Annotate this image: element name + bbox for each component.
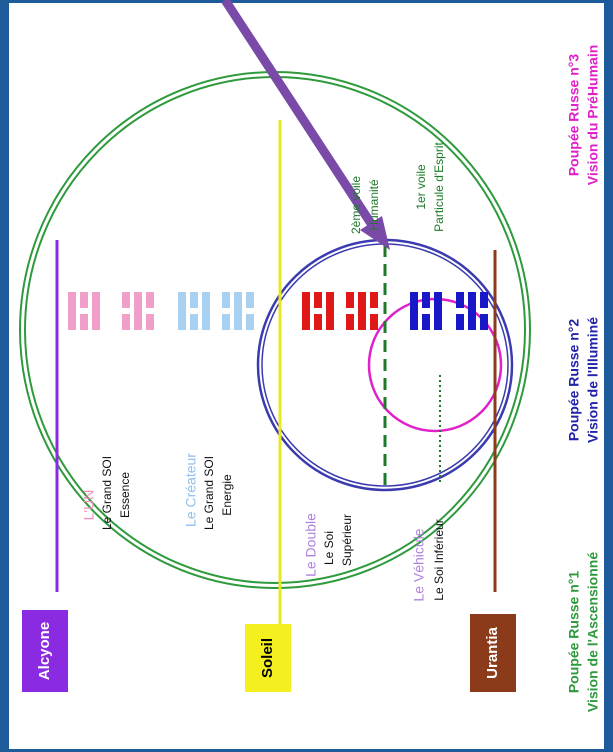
glyph-bar (222, 292, 230, 308)
level-line: Energie (220, 474, 234, 516)
doll-label: Poupée Russe n°2 (566, 319, 582, 442)
glyph-bar (122, 292, 130, 308)
glyph-bar (80, 292, 88, 308)
level-name: Le Créateur (183, 453, 199, 527)
glyph-bar (146, 314, 154, 330)
glyph-bar (480, 292, 488, 308)
glyph-bar (314, 292, 322, 308)
place-label: Alcyone (36, 622, 53, 680)
doll-label: Vision de l'Illuminé (585, 317, 601, 443)
place-label: Urantia (484, 627, 501, 679)
veil-label: 1er voile (414, 164, 428, 210)
glyph-bar (234, 292, 242, 330)
place-label: Soleil (259, 638, 276, 678)
glyph-bar (422, 292, 430, 308)
doll-label: Poupée Russe n°3 (566, 54, 582, 177)
soleil-box (245, 624, 291, 692)
glyph-bar (370, 292, 378, 308)
veil-label: Humanité (367, 179, 381, 231)
doll-label: Poupée Russe n°1 (566, 571, 582, 694)
level-name: Le Véhicule (411, 528, 427, 601)
veil-label: Particule d'Esprit (432, 142, 446, 232)
glyphs (68, 292, 488, 330)
level-line: Le Soi (322, 531, 336, 565)
glyph-bar (346, 314, 354, 330)
glyph-bar (456, 292, 464, 308)
glyph-bar (146, 292, 154, 308)
level-line: Le Grand SOI (202, 456, 216, 530)
glyph-bar (434, 292, 442, 330)
level-line: Le Soi Inférieur (432, 519, 446, 600)
glyph-bar (122, 314, 130, 330)
glyph-bar (202, 292, 210, 330)
level-line: Le Grand SOI (100, 456, 114, 530)
glyph-bar (134, 292, 142, 330)
doll-label: Vision de l'Ascensionné (585, 552, 601, 712)
level-line: Essence (118, 472, 132, 518)
glyph-bar (422, 314, 430, 330)
glyph-bar (468, 292, 476, 330)
alcyone-box (22, 610, 68, 692)
glyph-bar (222, 314, 230, 330)
level-name: L'UN (81, 490, 97, 521)
glyph-bar (246, 314, 254, 330)
level-name: Le Double (303, 513, 319, 577)
glyph-bar (190, 292, 198, 308)
glyph-bar (370, 314, 378, 330)
level-line: Supérieur (340, 514, 354, 566)
arrow (221, 0, 376, 228)
glyph-bar (480, 314, 488, 330)
glyph-bar (358, 292, 366, 330)
glyph-bar (68, 292, 76, 330)
glyph-bar (246, 292, 254, 308)
urantia-box (470, 614, 516, 692)
glyph-bar (326, 292, 334, 330)
glyph-bar (346, 292, 354, 308)
glyph-bar (410, 292, 418, 330)
veil-label: 2ème voile (349, 176, 363, 234)
arrow-head (360, 216, 390, 250)
glyph-bar (302, 292, 310, 330)
glyph-bar (92, 292, 100, 330)
glyph-bar (190, 314, 198, 330)
glyph-bar (178, 292, 186, 330)
doll-label: Vision du PréHumain (585, 45, 601, 186)
glyph-bar (314, 314, 322, 330)
glyph-bar (456, 314, 464, 330)
glyph-bar (80, 314, 88, 330)
